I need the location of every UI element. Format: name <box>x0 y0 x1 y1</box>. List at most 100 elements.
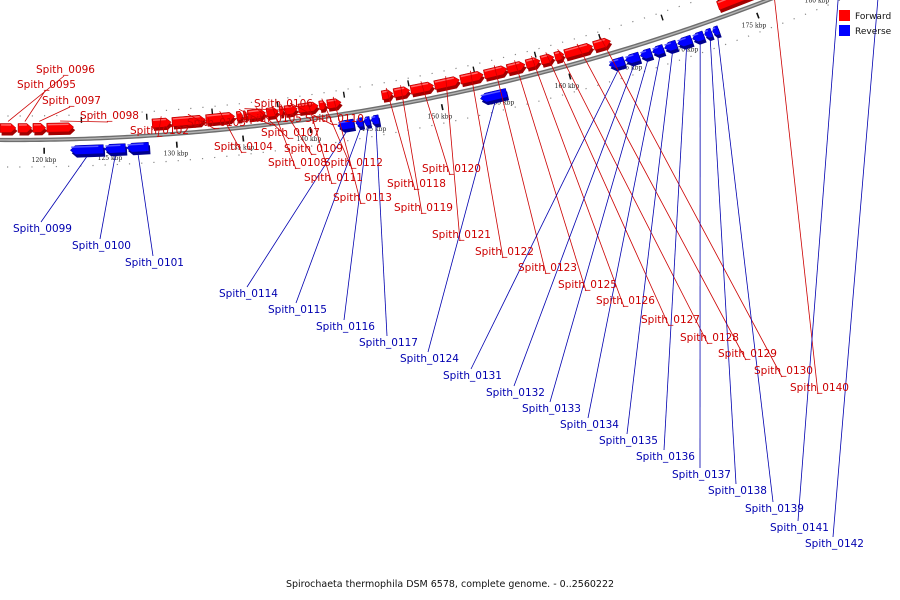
gene-Spith_0133[interactable] <box>639 47 654 60</box>
gene-label: Spith_0133 <box>522 403 581 415</box>
gene-label: Spith_0106 <box>254 98 313 110</box>
gene-Spith_0138[interactable] <box>704 27 714 39</box>
gene-Spith_0134[interactable] <box>651 44 666 56</box>
leader-line <box>549 60 649 403</box>
gene-Spith_0117[interactable] <box>370 114 380 125</box>
leader-line <box>832 0 879 538</box>
leader-line <box>39 106 71 122</box>
minor-tick <box>533 51 537 58</box>
gene-label: Spith_0107 <box>261 127 320 139</box>
tick-mark <box>242 135 245 142</box>
gene-label: Spith_0136 <box>636 451 695 463</box>
gene-label: Spith_0095 <box>17 79 76 91</box>
backbone-highlight <box>0 0 770 141</box>
gene-label: Spith_0129 <box>718 348 777 360</box>
leader-layer <box>7 0 879 538</box>
gene-highlight <box>298 102 313 107</box>
gene-highlight <box>127 143 144 146</box>
leader-line <box>513 64 635 387</box>
gene-label: Spith_0141 <box>770 522 829 534</box>
leader-line <box>187 113 216 130</box>
leader-line <box>246 130 348 288</box>
gene-Spith_0139[interactable] <box>712 25 721 36</box>
gene-Spith_0132[interactable] <box>624 51 641 64</box>
legend-swatch-reverse <box>839 25 850 36</box>
gene-label: Spith_0114 <box>219 288 278 300</box>
gene-highlight <box>394 87 405 91</box>
leader-line <box>307 100 333 185</box>
leader-line <box>514 60 587 292</box>
leader-line <box>60 120 109 123</box>
gene-layer <box>0 0 831 158</box>
gene-Spith_0123[interactable] <box>483 65 508 80</box>
leader-line <box>797 0 839 522</box>
gene-highlight <box>105 144 121 147</box>
leader-line <box>7 75 65 122</box>
legend-swatch-forward <box>839 10 850 21</box>
gene-highlight <box>593 38 605 44</box>
gene-highlight <box>712 27 716 30</box>
gene-highlight <box>564 44 588 52</box>
legend-label-forward: Forward <box>855 12 891 22</box>
leader-line <box>332 96 362 205</box>
gene-Spith_0120[interactable] <box>409 81 434 95</box>
tick-label: 180 kbp <box>805 0 830 4</box>
leader-line <box>774 0 819 395</box>
gene-label: Spith_0124 <box>400 353 459 365</box>
minor-tick <box>660 14 664 21</box>
gene-label: Spith_0102 <box>130 125 189 137</box>
gene-Spith_0129[interactable] <box>563 43 594 59</box>
leader-line <box>385 87 416 191</box>
gene-Spith_0131[interactable] <box>608 56 626 69</box>
tick-mark <box>309 126 312 134</box>
minor-tick <box>342 91 346 98</box>
gene-label: Spith_0098 <box>80 110 139 122</box>
leader-line <box>321 98 353 170</box>
leader-line <box>599 37 783 378</box>
leader-line <box>470 70 504 259</box>
minor-tick <box>472 66 476 73</box>
gene-Spith_0109[interactable] <box>278 106 284 116</box>
minor-tick-mark <box>660 14 664 21</box>
gene-Spith_0096[interactable] <box>0 123 17 133</box>
gene-label: Spith_0142 <box>805 538 864 550</box>
minor-tick <box>407 80 410 87</box>
gene-label: Spith_0123 <box>518 262 577 274</box>
minor-tick <box>715 0 720 2</box>
gene-label: Spith_0115 <box>268 304 327 316</box>
minor-tick <box>211 108 214 115</box>
gene-label: Spith_0119 <box>394 202 453 214</box>
gene-label: Spith_0097 <box>42 95 101 107</box>
gene-Spith_0135[interactable] <box>664 39 679 52</box>
gene-label: Spith_0139 <box>745 503 804 515</box>
gene-Spith_0140[interactable] <box>716 0 831 11</box>
gene-label: Spith_0101 <box>125 257 184 269</box>
gene-Spith_0137[interactable] <box>692 30 706 42</box>
gene-highlight <box>480 90 502 97</box>
tick-label: 140 kbp <box>297 136 322 143</box>
tick-label: 125 kbp <box>98 155 123 162</box>
gene-label: Spith_0134 <box>560 419 619 431</box>
gene-label: Spith_0103 <box>187 117 246 129</box>
gene-Spith_0095[interactable] <box>17 123 33 133</box>
tick-label: 160 kbp <box>555 83 580 90</box>
leader-line <box>255 107 290 140</box>
gene-highlight <box>625 54 634 59</box>
gene-label: Spith_0135 <box>599 435 658 447</box>
gene-label: Spith_0099 <box>13 223 72 235</box>
minor-tick <box>598 33 602 40</box>
gene-highlight <box>554 51 560 55</box>
tick <box>440 104 444 111</box>
gene-Spith_0116[interactable] <box>363 116 371 127</box>
gene-label: Spith_0140 <box>790 382 849 394</box>
leader-line <box>238 108 272 126</box>
gene-label: Spith_0137 <box>672 469 731 481</box>
leader-line <box>709 39 737 485</box>
leader-line <box>663 47 687 451</box>
gene-Spith_0136[interactable] <box>677 34 694 47</box>
leader-line <box>295 128 361 304</box>
leader-line <box>420 81 451 176</box>
leader-line <box>587 56 661 419</box>
gene-highlight <box>704 29 709 33</box>
gene-label: Spith_0111 <box>304 172 363 184</box>
